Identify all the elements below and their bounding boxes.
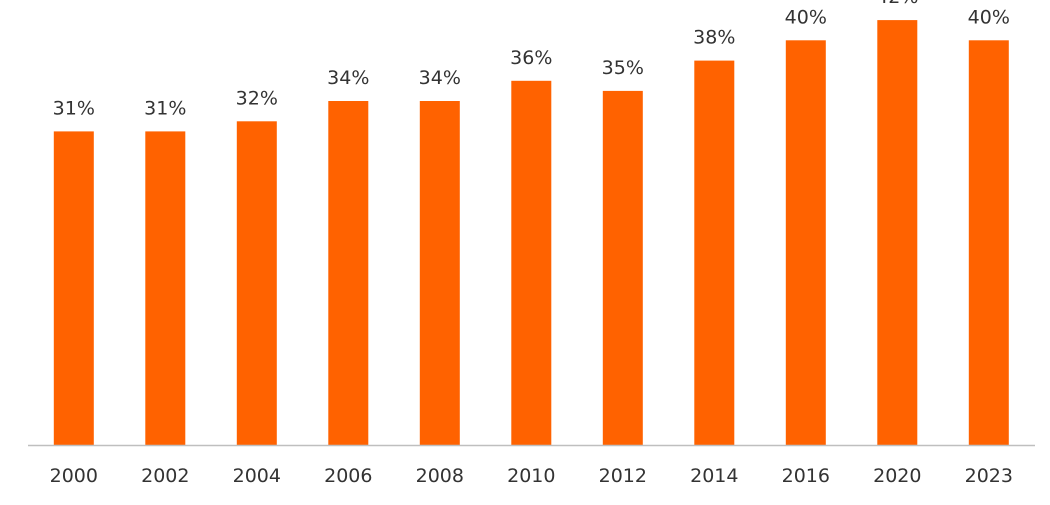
x-tick-label-2010: 2010 — [507, 465, 555, 487]
data-label-2000: 31% — [53, 97, 95, 119]
x-tick-labels-group: 2000 2002 2004 2006 2008 2010 2012 2014 2016 2020… — [50, 465, 1013, 487]
bar-2023 — [968, 40, 1009, 446]
data-label-2004: 32% — [236, 87, 278, 109]
bar-2008 — [419, 101, 460, 445]
x-tick-label-2002: 2002 — [141, 465, 189, 487]
data-labels-group: 31% 31% 32% 34% 34% 36% 35% 38% 40% 42% 40% — [53, 0, 1010, 119]
x-tick-label-2014: 2014 — [690, 465, 738, 487]
data-label-2016: 40% — [785, 6, 827, 28]
bar-2012 — [602, 90, 643, 446]
x-tick-label-2008: 2008 — [416, 465, 464, 487]
bar-2014 — [694, 60, 735, 445]
x-tick-label-2006: 2006 — [324, 465, 372, 487]
x-tick-label-2016: 2016 — [782, 465, 830, 487]
x-tick-label-2004: 2004 — [233, 465, 281, 487]
data-label-2008: 34% — [419, 67, 461, 89]
data-label-2002: 31% — [144, 97, 186, 119]
data-label-2020: 42% — [876, 0, 918, 8]
data-label-2023: 40% — [968, 6, 1010, 28]
x-tick-label-2012: 2012 — [599, 465, 647, 487]
bar-2004 — [236, 121, 277, 446]
bar-2000 — [53, 131, 94, 445]
data-label-2010: 36% — [510, 47, 552, 69]
bar-2002 — [145, 131, 186, 445]
bar-2016 — [785, 40, 826, 446]
data-label-2014: 38% — [693, 27, 735, 49]
data-label-2006: 34% — [327, 67, 369, 89]
bar-2020 — [877, 20, 918, 445]
x-tick-label-2020: 2020 — [873, 465, 921, 487]
x-tick-label-2023: 2023 — [965, 465, 1013, 487]
bar-2006 — [328, 101, 369, 445]
bars-group — [53, 20, 1009, 446]
x-tick-label-2000: 2000 — [50, 465, 98, 487]
data-label-2012: 35% — [602, 57, 644, 79]
bar-2010 — [511, 80, 552, 446]
